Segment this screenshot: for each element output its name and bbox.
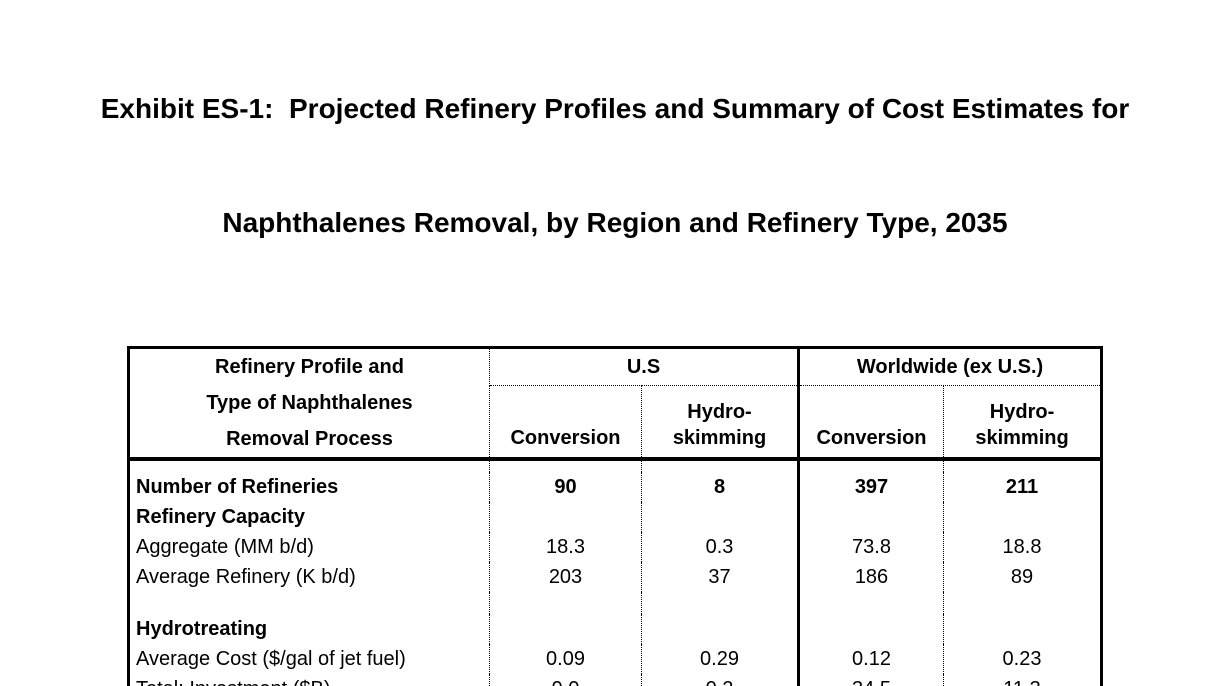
- value-cell: 73.8: [798, 532, 944, 562]
- value-cell: 186: [798, 562, 944, 592]
- table-row: Average Refinery (K b/d) 203 37 186 89: [128, 562, 1102, 592]
- value-cell: [798, 614, 944, 644]
- spacer-cell: [944, 592, 1102, 614]
- value-cell: 18.3: [489, 532, 642, 562]
- row-label-cell: Average Cost ($/gal of jet fuel): [128, 644, 490, 674]
- table-row: Total: Investment ($B) 9.0 0.2 34.5 11.3: [128, 674, 1102, 686]
- section-label-cell: Refinery Capacity: [128, 502, 490, 532]
- table-body: Number of Refineries 90 8 397 211 Refine…: [128, 459, 1102, 686]
- col-header-us-conversion: Conversion: [489, 385, 642, 462]
- spacer-cell: [641, 592, 800, 614]
- value-cell: 34.5: [798, 674, 944, 686]
- exhibit-title-line2: Naphthalenes Removal, by Region and Refi…: [222, 207, 1008, 238]
- pad-cell: [128, 459, 490, 472]
- corner-header-cell: Refinery Profile and Type of Naphthalene…: [128, 347, 490, 461]
- value-cell: 37: [641, 562, 800, 592]
- col-header-ww-hydroskimming: Hydro- skimming: [943, 385, 1102, 462]
- exhibit-title: Exhibit ES-1: Projected Refinery Profile…: [0, 0, 1230, 318]
- value-cell: 9.0: [489, 674, 642, 686]
- table-header: Refinery Profile and Type of Naphthalene…: [128, 347, 1102, 462]
- value-cell: 89: [1010, 565, 1034, 588]
- value-cell: 211: [1005, 475, 1039, 498]
- value-cell: [944, 614, 1102, 644]
- row-label-cell: Average Refinery (K b/d): [128, 562, 490, 592]
- group-header-worldwide: Worldwide (ex U.S.): [798, 347, 1102, 387]
- value-cell: [641, 614, 800, 644]
- value-cell: 397: [798, 472, 944, 502]
- pad-row: [128, 459, 1102, 472]
- value-cell: [489, 502, 642, 532]
- pad-cell: [641, 459, 800, 472]
- row-label-cell: Number of Refineries: [128, 472, 490, 502]
- spacer-cell: [128, 592, 490, 614]
- value-cell: 18.8: [1002, 535, 1042, 558]
- row-label-cell: Total: Investment ($B): [128, 674, 490, 686]
- section-label-cell: Hydrotreating: [128, 614, 490, 644]
- group-header-row: Refinery Profile and Type of Naphthalene…: [128, 347, 1102, 461]
- pad-cell: [944, 459, 1102, 472]
- value-cell: 0.12: [798, 644, 944, 674]
- value-cell: 0.29: [641, 644, 800, 674]
- value-cell: 11.3: [944, 674, 1102, 686]
- value-cell: 0.09: [489, 644, 642, 674]
- group-header-us: U.S: [489, 347, 800, 387]
- spacer-row: [128, 592, 1102, 614]
- exhibit-title-line1: Exhibit ES-1: Projected Refinery Profile…: [100, 93, 1130, 124]
- sub-header-row: Conversion Hydro- skimming Conversion Hy…: [129, 385, 1102, 462]
- row-label-cell: Aggregate (MM b/d): [128, 532, 490, 562]
- table-row: Aggregate (MM b/d) 18.3 0.3 73.8 18.8: [128, 532, 1102, 562]
- pad-cell: [489, 459, 642, 472]
- table-row: Number of Refineries 90 8 397 211: [128, 472, 1102, 502]
- table-row: Hydrotreating: [128, 614, 1102, 644]
- table-row: Refinery Capacity: [128, 502, 1102, 532]
- col-header-ww-conversion: Conversion: [798, 385, 944, 462]
- value-cell: 90: [489, 472, 642, 502]
- spacer-cell: [798, 592, 944, 614]
- value-cell: 0.23: [1002, 647, 1042, 670]
- value-cell: 0.3: [641, 532, 800, 562]
- value-cell: 8: [641, 472, 800, 502]
- exhibit-table: Refinery Profile and Type of Naphthalene…: [127, 346, 1104, 686]
- pad-cell: [798, 459, 944, 472]
- value-cell: [489, 614, 642, 644]
- col-header-us-hydroskimming: Hydro- skimming: [641, 385, 800, 462]
- value-cell: [798, 502, 944, 532]
- value-cell: 0.2: [641, 674, 800, 686]
- spacer-cell: [489, 592, 642, 614]
- value-cell: [641, 502, 800, 532]
- table-row: Average Cost ($/gal of jet fuel) 0.09 0.…: [128, 644, 1102, 674]
- value-cell: [944, 502, 1102, 532]
- value-cell: 203: [489, 562, 642, 592]
